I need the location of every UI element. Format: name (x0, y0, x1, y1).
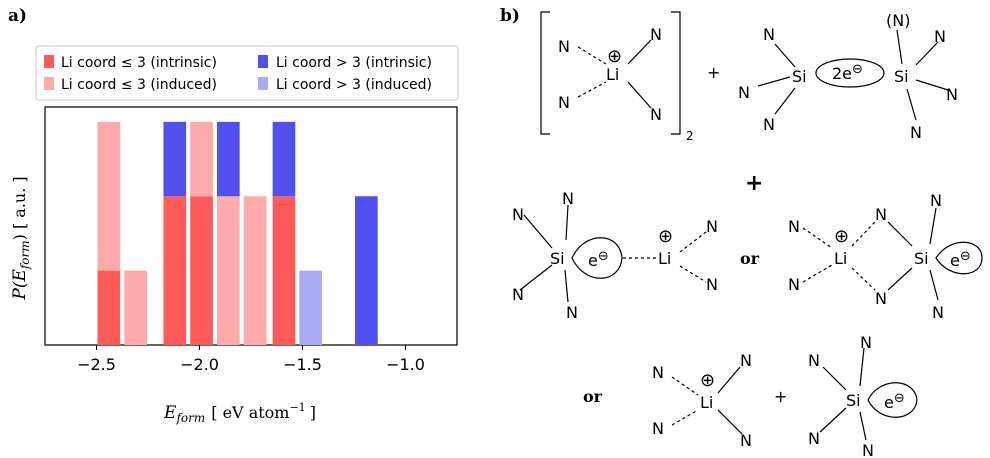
plus-sign-large: + (745, 171, 763, 196)
histogram-bar (243, 196, 267, 345)
atom-Si: Si (894, 67, 909, 86)
atom-N: N (910, 123, 922, 142)
atom-N: N (788, 275, 800, 294)
atom-N: N (650, 25, 662, 44)
plus-sign: + (774, 387, 787, 406)
atom-N: N (930, 191, 942, 210)
histogram-bar (97, 121, 121, 271)
atom-N: N (932, 303, 944, 322)
histogram-bar (190, 196, 213, 345)
x-axis-label: Eform[ eV atom−1] (163, 401, 316, 425)
histogram-bar (217, 121, 240, 197)
histogram-bar (355, 196, 378, 345)
right-bracket (671, 11, 681, 135)
atom-Li: Li (658, 249, 671, 268)
electron-lobe-1 (571, 237, 623, 279)
y-axis-label: P(Eform) [ a.u. ] (10, 176, 32, 300)
histogram-bar (163, 196, 187, 345)
electron-label: e⊖ (884, 391, 905, 412)
cation-symbol: ⊕ (834, 226, 849, 247)
atom-N: N (512, 285, 524, 304)
atom-N: N (562, 189, 574, 208)
two-electron-label: 2e⊖ (832, 62, 863, 83)
plus-sign: + (707, 63, 720, 82)
atom-Si: Si (550, 249, 565, 268)
atom-N: N (650, 105, 662, 124)
atom-Si: Si (792, 67, 807, 86)
atom-Li: Li (606, 65, 619, 84)
atom-N: N (763, 25, 775, 44)
x-tick-label: −2.0 (180, 355, 219, 374)
atom-N: N (763, 115, 775, 134)
histogram-bar (272, 196, 296, 345)
histogram-bar (163, 121, 187, 197)
x-tick-label: −2.5 (77, 355, 116, 374)
electron-lobe-2 (935, 241, 983, 275)
histogram-bar (97, 270, 121, 345)
atom-N: N (652, 363, 664, 382)
electron-label: e⊖ (588, 249, 609, 270)
histogram-bar (124, 270, 147, 345)
atom-N: N (740, 351, 752, 370)
bracket-subscript: 2 (686, 129, 694, 143)
electron-label: e⊖ (950, 249, 971, 270)
histogram-bar (299, 270, 323, 345)
legend-swatch-induced-low (44, 77, 54, 90)
cation-symbol: ⊕ (607, 46, 622, 67)
atom-N: N (946, 85, 958, 104)
legend-swatch-intrinsic-low (44, 55, 54, 68)
atom-N: N (808, 429, 820, 448)
atom-N: N (558, 93, 570, 112)
atom-N: N (862, 441, 874, 458)
or-label: or (740, 249, 760, 268)
atom-N: N (808, 351, 820, 370)
legend-label-intrinsic-low: Li coord ≤ 3 (intrinsic) (61, 55, 217, 71)
atom-Li: Li (700, 393, 713, 412)
atom-Si: Si (914, 249, 929, 268)
atom-N: N (934, 27, 946, 46)
x-tick-label: −1.5 (283, 355, 322, 374)
legend-label-intrinsic-high: Li coord > 3 (intrinsic) (276, 55, 432, 71)
electron-pair-lone (815, 58, 885, 88)
panel-b-label: b) (500, 6, 520, 26)
legend-label-induced-low: Li coord ≤ 3 (induced) (61, 77, 217, 93)
optional-N: (N) (886, 11, 910, 30)
atom-N: N (558, 37, 570, 56)
left-bracket (540, 11, 550, 135)
atom-N: N (706, 217, 718, 236)
atom-N: N (566, 303, 578, 322)
atom-N: N (706, 275, 718, 294)
atom-Li: Li (834, 249, 847, 268)
legend-label-induced-high: Li coord > 3 (induced) (276, 77, 432, 93)
histogram-bar (190, 121, 213, 197)
cation-symbol: ⊕ (658, 226, 673, 247)
panel-a-label: a) (8, 6, 28, 26)
atom-N: N (875, 205, 887, 224)
atom-N: N (652, 419, 664, 438)
cation-symbol: ⊕ (700, 370, 715, 391)
atom-Si: Si (846, 391, 861, 410)
legend-swatch-induced-high (258, 77, 268, 90)
electron-lobe-3 (867, 382, 918, 418)
atom-N: N (788, 217, 800, 236)
atom-N: N (740, 431, 752, 450)
atom-N: N (875, 289, 887, 308)
atom-N: N (860, 333, 872, 352)
atom-N: N (738, 83, 750, 102)
formation-energy-histogram: −2.5 −2.0 −1.5 −1.0 Li coord ≤ 3 (intrinsic… (10, 45, 459, 425)
or-label: or (583, 387, 603, 406)
legend: Li coord ≤ 3 (intrinsic) Li coord ≤ 3 (i… (35, 45, 459, 101)
atom-N: N (512, 205, 524, 224)
x-tick-label: −1.0 (386, 355, 425, 374)
legend-swatch-intrinsic-high (258, 55, 268, 68)
histogram-bar (217, 196, 240, 345)
histogram-bar (272, 121, 296, 197)
